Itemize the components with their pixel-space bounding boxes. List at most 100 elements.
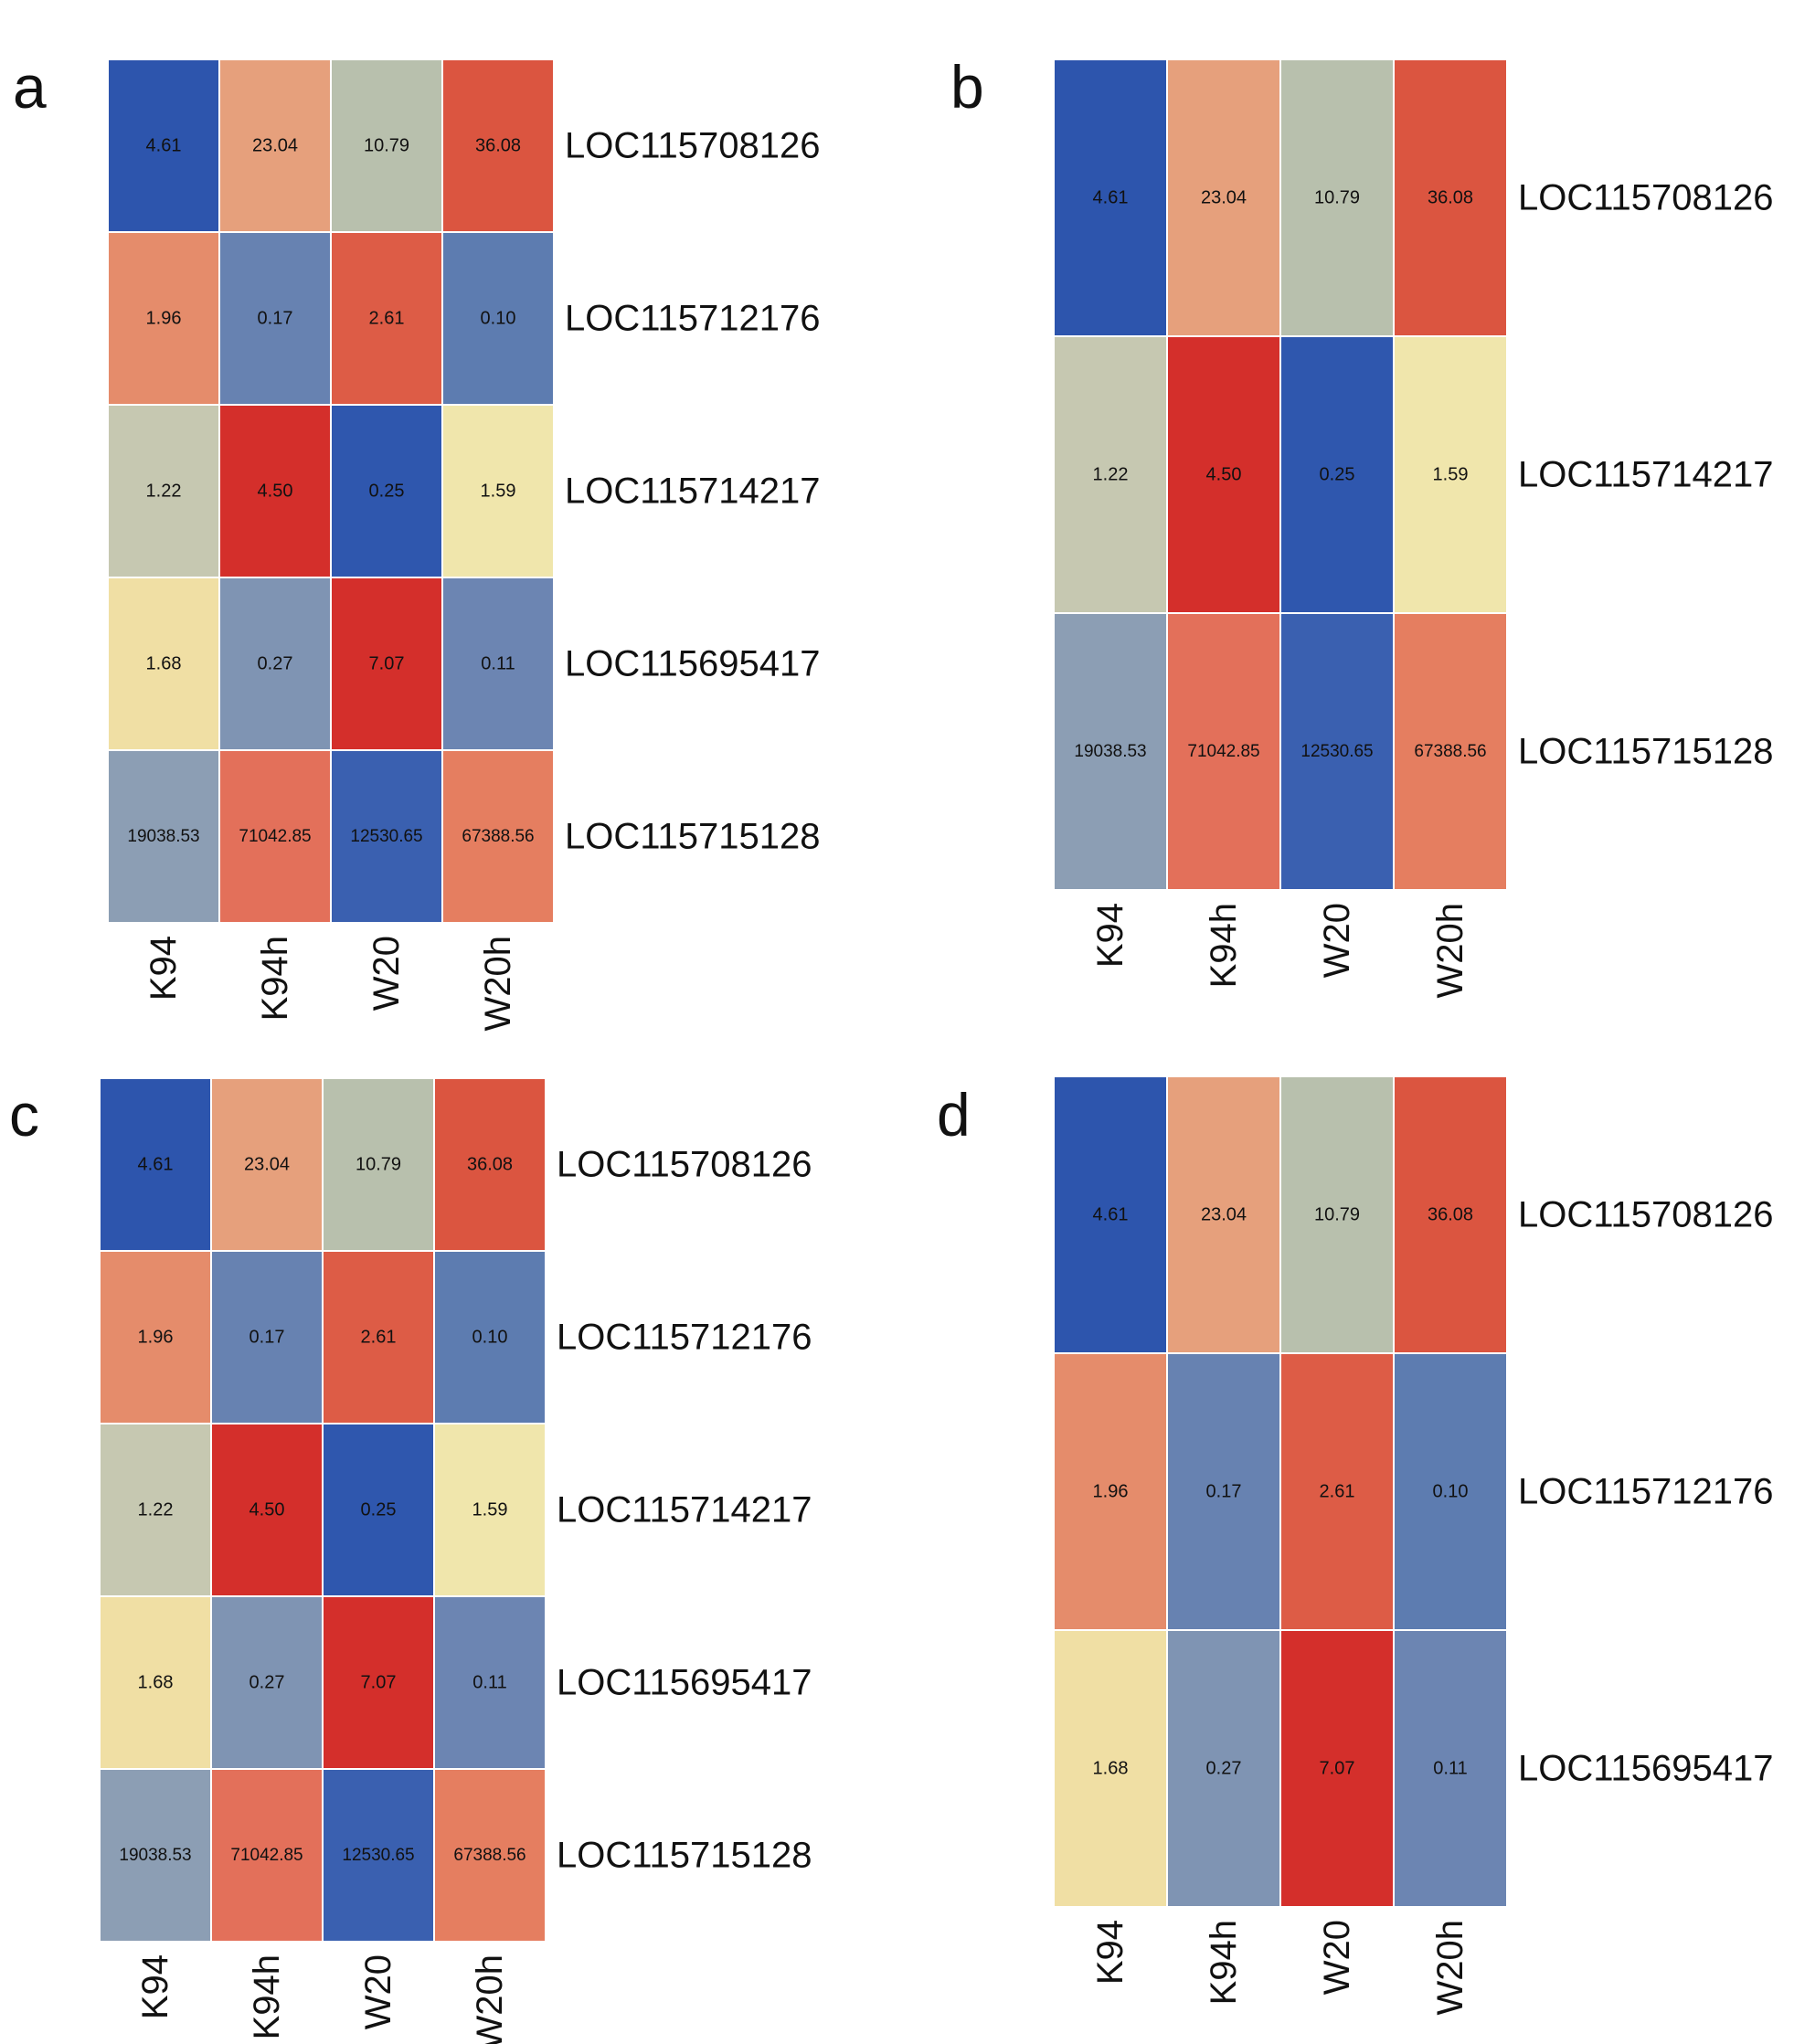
heatmap-cell (1279, 58, 1395, 337)
cell-value-label: 19038.53 (127, 827, 199, 846)
column-label: W20 (1317, 903, 1357, 978)
heatmap-cell (210, 1768, 324, 1943)
column-label: W20h (1430, 1920, 1470, 2016)
cell-value-label: 12530.65 (342, 1846, 414, 1865)
cell-value-label: 0.17 (258, 309, 293, 329)
column-label: K94h (1204, 903, 1244, 988)
heatmap-panel-b: b 4.61 23.04 10.79 36.08 LOC115708126 1.22 4.50… (950, 53, 1774, 999)
row-label-gene: LOC115715128 (1518, 732, 1774, 772)
heatmap-panel-a: a 4.61 23.04 10.79 36.08 LOC115708126 1.96 0.17… (13, 53, 821, 1032)
row-label-gene: LOC115695417 (1518, 1749, 1774, 1789)
cell-value-label: 1.22 (146, 482, 182, 502)
column-label: K94 (135, 1954, 175, 2019)
row-label-gene: LOC115715128 (565, 817, 821, 857)
panel-letter-a: a (13, 53, 47, 121)
cell-value-label: 36.08 (475, 136, 521, 156)
heatmap-cell (1279, 335, 1395, 614)
cell-value-label: 36.08 (467, 1155, 513, 1175)
cell-value-label: 1.59 (481, 482, 516, 502)
heatmap-cell (1166, 1075, 1281, 1354)
cell-value-label: 0.27 (258, 654, 293, 674)
heatmap-cell (322, 1250, 435, 1424)
cell-value-label: 0.11 (472, 1673, 506, 1693)
cell-value-label: 2.61 (1320, 1482, 1355, 1502)
cell-value-label: 1.68 (1093, 1759, 1129, 1779)
row-label-gene: LOC115714217 (565, 471, 821, 512)
cell-value-label: 12530.65 (350, 827, 422, 846)
cell-value-label: 12530.65 (1300, 742, 1373, 761)
row-label-gene: LOC115712176 (565, 299, 821, 339)
cell-value-label: 19038.53 (119, 1846, 191, 1865)
column-label: K94 (1090, 1920, 1131, 1985)
cell-value-label: 23.04 (244, 1155, 290, 1175)
cell-value-label: 1.59 (1433, 465, 1469, 485)
cell-value-label: 2.61 (361, 1328, 397, 1348)
heatmap-cell (322, 1423, 435, 1597)
row-label-gene: LOC115695417 (565, 644, 821, 684)
heatmap-cell (107, 577, 220, 751)
cell-value-label: 1.22 (138, 1500, 174, 1520)
cell-value-label: 2.61 (369, 309, 405, 329)
cell-value-label: 1.96 (138, 1328, 174, 1348)
heatmap-cell (330, 749, 443, 924)
cell-value-label: 10.79 (1314, 1205, 1360, 1225)
heatmap-cell (1053, 1629, 1168, 1908)
heatmap-cell (433, 1768, 547, 1943)
cell-value-label: 71042.85 (1187, 742, 1259, 761)
column-label: K94h (1204, 1920, 1244, 2005)
cell-value-label: 0.27 (1206, 1759, 1242, 1779)
heatmap-cell (1393, 1629, 1508, 1908)
cell-value-label: 67388.56 (1414, 742, 1486, 761)
heatmap-cell (1393, 335, 1508, 614)
cell-value-label: 0.25 (361, 1500, 397, 1520)
heatmap-cell (1393, 612, 1508, 891)
heatmap-cell (433, 1250, 547, 1424)
cell-value-label: 0.11 (481, 654, 515, 674)
column-label: K94 (1090, 903, 1131, 968)
cell-value-label: 1.68 (138, 1673, 174, 1693)
cell-value-label: 7.07 (1320, 1759, 1355, 1779)
cell-value-label: 23.04 (252, 136, 298, 156)
heatmap-cell (441, 404, 555, 578)
cell-value-label: 0.25 (369, 482, 405, 502)
heatmap-cell (441, 231, 555, 406)
column-label: W20 (358, 1954, 398, 2029)
cell-value-label: 23.04 (1201, 1205, 1247, 1225)
heatmap-cell (218, 404, 332, 578)
heatmap-cell (433, 1423, 547, 1597)
cell-value-label: 0.25 (1320, 465, 1355, 485)
heatmap-cell (1053, 612, 1168, 891)
heatmap-cell (107, 749, 220, 924)
cell-value-label: 0.11 (1433, 1759, 1467, 1779)
row-label-gene: LOC115714217 (1518, 455, 1774, 495)
heatmap-cell (1053, 335, 1168, 614)
cell-value-label: 10.79 (364, 136, 409, 156)
cell-value-label: 0.10 (472, 1328, 508, 1348)
column-label: W20h (478, 936, 518, 1032)
heatmap-cell (330, 58, 443, 233)
column-label: K94h (247, 1954, 287, 2039)
cell-value-label: 1.96 (146, 309, 182, 329)
cell-value-label: 36.08 (1428, 188, 1473, 208)
heatmap-cell (1393, 1075, 1508, 1354)
heatmap-cell (218, 58, 332, 233)
row-label-gene: LOC115708126 (1518, 1195, 1774, 1235)
cell-value-label: 1.96 (1093, 1482, 1129, 1502)
row-label-gene: LOC115712176 (557, 1318, 812, 1358)
heatmap-cell (1053, 1352, 1168, 1631)
heatmap-cell (441, 58, 555, 233)
row-label-gene: LOC115712176 (1518, 1472, 1774, 1512)
panel-letter-c: c (9, 1081, 39, 1149)
heatmap-cell (107, 58, 220, 233)
heatmap-cell (210, 1595, 324, 1770)
panel-letter-b: b (950, 53, 984, 121)
column-label: K94 (143, 936, 184, 1001)
cell-value-label: 0.17 (1206, 1482, 1242, 1502)
heatmap-cell (441, 749, 555, 924)
heatmap-cell (322, 1077, 435, 1252)
heatmap-cell (1279, 1075, 1395, 1354)
cell-value-label: 36.08 (1428, 1205, 1473, 1225)
cell-value-label: 0.27 (249, 1673, 285, 1693)
cell-value-label: 19038.53 (1074, 742, 1146, 761)
cell-value-label: 1.68 (146, 654, 182, 674)
